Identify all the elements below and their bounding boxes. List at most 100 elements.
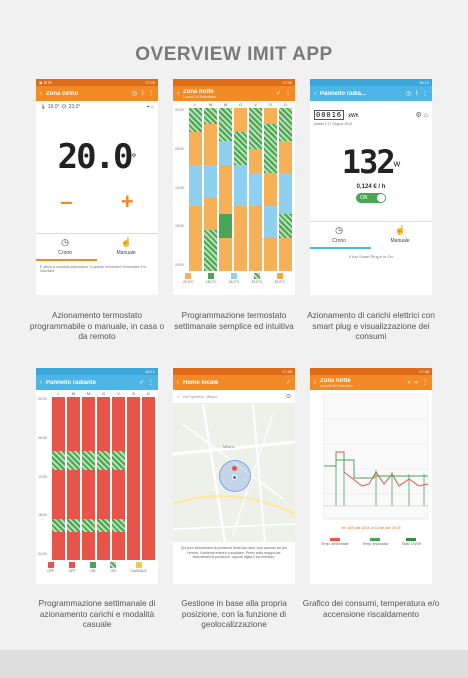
time-slot[interactable]	[264, 238, 277, 271]
time-slot[interactable]	[249, 108, 262, 149]
time-slot[interactable]	[279, 173, 292, 214]
day-column[interactable]	[219, 108, 232, 271]
menu-icon[interactable]: ⋮	[148, 380, 154, 386]
time-slot[interactable]	[219, 108, 232, 141]
time-slot[interactable]	[112, 532, 125, 560]
time-slot[interactable]	[67, 519, 80, 533]
day-column[interactable]	[249, 108, 262, 271]
time-slot[interactable]	[142, 397, 155, 560]
back-icon[interactable]: ‹	[177, 379, 179, 386]
manual-button[interactable]: ☝ Manuale	[117, 237, 136, 256]
time-slot[interactable]	[249, 246, 262, 271]
back-icon[interactable]: ‹	[40, 379, 42, 386]
time-slot[interactable]	[204, 124, 217, 166]
time-slot[interactable]	[249, 173, 262, 206]
time-slot[interactable]	[234, 238, 247, 271]
time-slot[interactable]	[279, 140, 292, 174]
menu-icon[interactable]: ⋮	[148, 91, 154, 97]
map-view[interactable]: Milano	[173, 404, 295, 542]
menu-icon[interactable]: ⋮	[285, 91, 291, 97]
legend-item[interactable]: 16,0°C	[229, 273, 239, 284]
legend-item[interactable]: 18,0°C	[206, 273, 217, 284]
time-slot[interactable]	[52, 519, 65, 533]
legend-item[interactable]: OFF	[47, 562, 54, 573]
time-slot[interactable]	[67, 470, 80, 520]
time-slot[interactable]	[234, 132, 247, 166]
day-column[interactable]	[142, 397, 155, 560]
time-slot[interactable]	[279, 238, 292, 271]
day-column[interactable]	[234, 108, 247, 271]
time-slot[interactable]	[189, 205, 202, 231]
check-icon[interactable]: ✓	[285, 380, 291, 386]
time-slot[interactable]	[189, 132, 202, 166]
time-slot[interactable]	[112, 397, 125, 451]
time-slot[interactable]	[97, 532, 110, 560]
time-slot[interactable]	[127, 397, 140, 560]
check-icon[interactable]: ✓	[275, 91, 281, 97]
time-slot[interactable]	[97, 519, 110, 533]
time-slot[interactable]	[249, 205, 262, 247]
gps-icon[interactable]: ⊙	[285, 394, 291, 400]
time-slot[interactable]	[234, 108, 247, 133]
legend-item[interactable]: ON	[110, 562, 117, 573]
day-column[interactable]	[204, 108, 217, 271]
day-column[interactable]	[279, 108, 292, 271]
time-slot[interactable]	[67, 532, 80, 560]
decrease-button[interactable]: –	[60, 189, 73, 214]
time-slot[interactable]	[97, 397, 110, 451]
home-icon[interactable]: ⌂	[150, 104, 154, 110]
time-slot[interactable]	[189, 165, 202, 206]
time-slot[interactable]	[52, 532, 65, 560]
location-icon[interactable]: ⌖	[146, 104, 150, 110]
legend-item[interactable]: OFF	[68, 562, 75, 573]
day-column[interactable]	[67, 397, 80, 560]
day-column[interactable]	[82, 397, 95, 560]
back-icon[interactable]: ‹	[314, 379, 316, 386]
day-column[interactable]	[127, 397, 140, 560]
legend-item[interactable]: 20,0°C	[183, 273, 194, 284]
manual-button[interactable]: ☝ Manuale	[391, 225, 410, 244]
time-slot[interactable]	[112, 470, 125, 520]
time-slot[interactable]	[264, 173, 277, 206]
time-slot[interactable]	[264, 205, 277, 239]
legend-item[interactable]: CASUALE	[130, 562, 147, 573]
time-slot[interactable]	[219, 140, 232, 166]
day-column[interactable]	[112, 397, 125, 560]
time-slot[interactable]	[279, 108, 292, 141]
time-slot[interactable]	[204, 165, 217, 198]
clock-icon[interactable]: ◷	[405, 91, 412, 97]
time-slot[interactable]	[67, 450, 80, 471]
menu-icon[interactable]: ⋮	[422, 91, 428, 97]
time-slot[interactable]	[52, 450, 65, 471]
time-slot[interactable]	[112, 450, 125, 471]
schedule-grid[interactable]: 00:00 06:00 12:00 18:00 24:00	[173, 108, 295, 271]
time-slot[interactable]	[279, 213, 292, 239]
back-icon[interactable]: ‹	[177, 90, 179, 97]
time-slot[interactable]	[219, 213, 232, 239]
legend-item[interactable]: 20,0°C	[274, 273, 285, 284]
time-slot[interactable]	[234, 205, 247, 239]
time-slot[interactable]	[82, 397, 95, 451]
time-slot[interactable]	[264, 124, 277, 174]
time-slot[interactable]	[249, 148, 262, 174]
time-slot[interactable]	[219, 238, 232, 271]
time-slot[interactable]	[82, 470, 95, 520]
time-slot[interactable]	[234, 165, 247, 206]
time-slot[interactable]	[219, 165, 232, 214]
day-column[interactable]	[189, 108, 202, 271]
time-slot[interactable]	[112, 519, 125, 533]
time-slot[interactable]	[97, 450, 110, 471]
clock-icon[interactable]: ◷	[131, 91, 138, 97]
time-slot[interactable]	[97, 470, 110, 520]
forward-icon[interactable]: »	[414, 379, 418, 386]
time-slot[interactable]	[52, 470, 65, 520]
chrono-button[interactable]: ◷ Crono	[58, 237, 72, 256]
day-column[interactable]	[264, 108, 277, 271]
time-slot[interactable]	[82, 519, 95, 533]
increase-button[interactable]: +	[120, 189, 134, 214]
chart-icon[interactable]: ⌇	[141, 91, 144, 97]
check-icon[interactable]: ✓	[138, 380, 144, 386]
rewind-icon[interactable]: «	[407, 379, 411, 386]
time-slot[interactable]	[264, 108, 277, 125]
power-toggle[interactable]: ON	[356, 193, 386, 203]
